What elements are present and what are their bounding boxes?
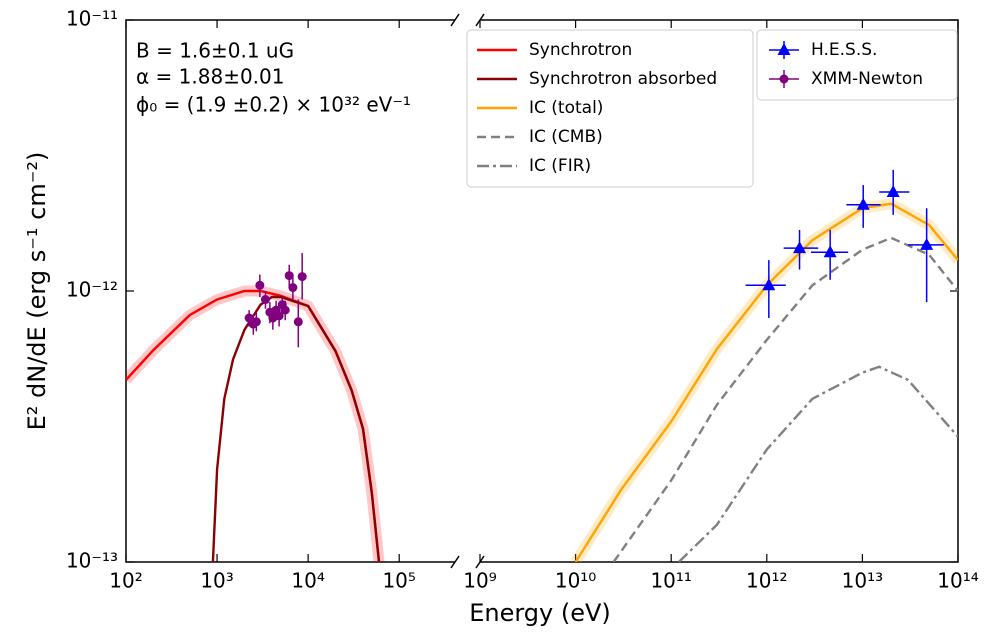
data-point [783, 229, 819, 270]
line [574, 202, 958, 562]
marker [762, 278, 776, 291]
legend-swatch [779, 74, 789, 84]
marker [274, 311, 284, 321]
uncertainty-band [126, 285, 385, 562]
y-tick-label: 10⁻¹³ [66, 549, 118, 573]
data-point [280, 300, 290, 321]
x-tick-label: 10² [109, 569, 142, 593]
legend-label: IC (total) [529, 98, 603, 118]
x-tick-label: 10⁴ [291, 569, 324, 593]
marker [823, 245, 837, 258]
legend-label: IC (FIR) [529, 156, 591, 176]
x-tick-label: 10¹³ [842, 569, 883, 593]
data-point [297, 253, 307, 300]
x-axis-label: Energy (eV) [469, 599, 611, 627]
marker [886, 184, 900, 197]
x-tick-label: 10⁵ [382, 569, 415, 593]
legend-swatch [777, 43, 791, 55]
data-point [846, 185, 881, 228]
marker [251, 317, 261, 327]
x-tick-label: 10¹⁰ [555, 569, 596, 593]
legend-label: Synchrotron absorbed [529, 69, 717, 89]
data-point [879, 169, 910, 215]
marker [793, 241, 807, 254]
legend-label: Synchrotron [529, 40, 632, 60]
x-tick-label: 10¹¹ [650, 569, 691, 593]
legend-label: XMM-Newton [811, 69, 923, 89]
data-point [274, 306, 284, 327]
marker [288, 283, 298, 293]
marker [856, 197, 870, 210]
data-point [745, 260, 786, 319]
marker [284, 271, 294, 281]
data-point [293, 299, 303, 348]
x-tick-label: 10⁹ [463, 569, 496, 593]
marker [280, 305, 290, 315]
data-point [908, 208, 944, 303]
marker [920, 237, 934, 250]
marker [297, 272, 307, 282]
marker [293, 317, 303, 327]
y-tick-label: 10⁻¹² [66, 278, 118, 302]
line [211, 295, 381, 562]
uncertainty-band [570, 198, 958, 562]
legend-label: H.E.S.S. [811, 40, 877, 60]
y-tick-label: 10⁻¹¹ [66, 7, 118, 31]
x-tick-label: 10¹² [746, 569, 787, 593]
x-tick-label: 10³ [200, 569, 233, 593]
data-point [251, 312, 261, 332]
annotation: B = 1.6±0.1 uG [136, 39, 294, 63]
line [612, 236, 958, 562]
line [126, 289, 381, 562]
x-tick-label: 10¹⁴ [937, 569, 978, 593]
data-point [288, 276, 298, 300]
data-point [255, 274, 265, 298]
y-axis-label: E² dN/dE (erg s⁻¹ cm⁻²) [23, 152, 51, 431]
data-point [260, 291, 270, 309]
annotation: ϕ₀ = (1.9 ±0.2) × 10³² eV⁻¹ [136, 93, 411, 117]
data-point [284, 264, 294, 288]
line [677, 365, 958, 562]
legend-box [756, 29, 958, 101]
annotation: α = 1.88±0.01 [136, 65, 284, 89]
legend-box [466, 29, 754, 188]
data-point [811, 229, 849, 280]
marker [260, 295, 270, 305]
marker [255, 280, 265, 290]
legend-label: IC (CMB) [529, 127, 603, 147]
